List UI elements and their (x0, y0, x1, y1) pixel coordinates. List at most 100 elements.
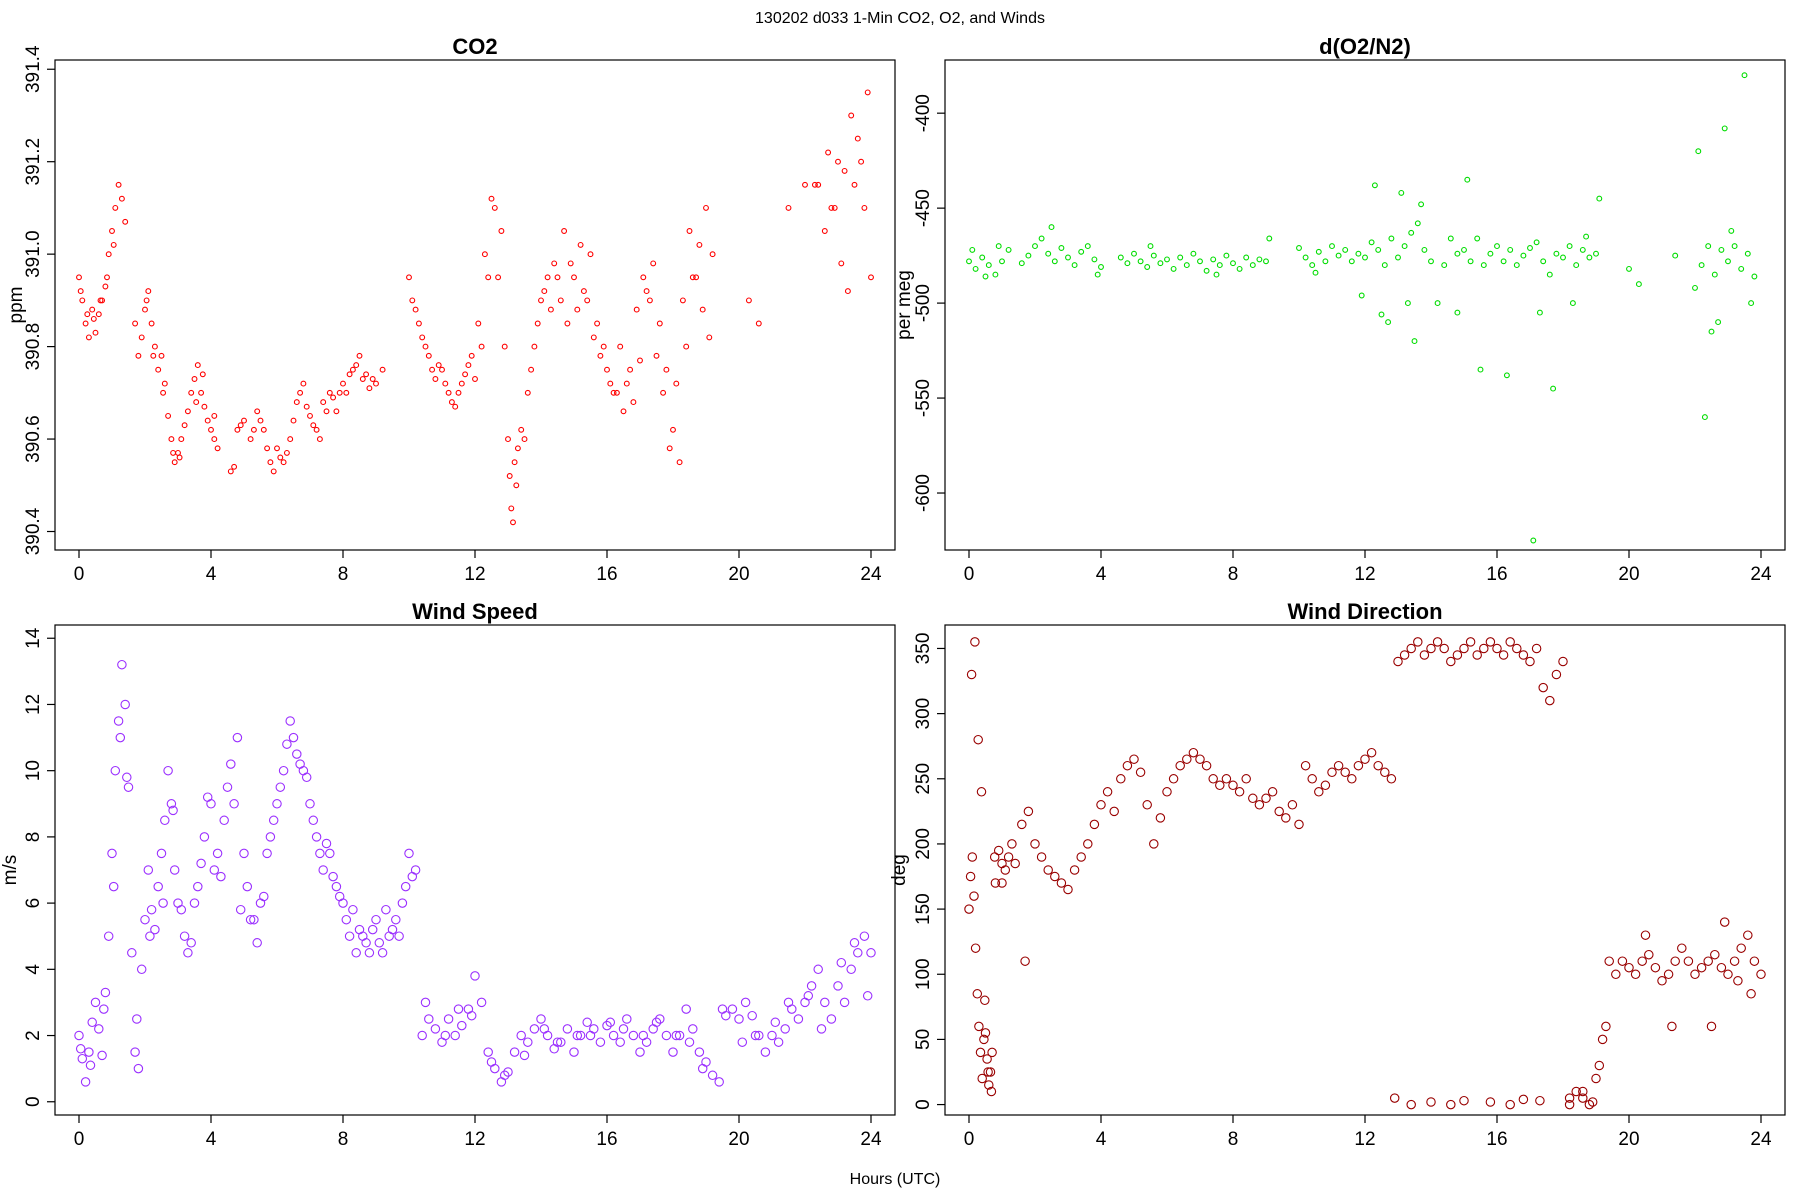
data-point (453, 1004, 464, 1014)
data-point (1164, 256, 1170, 263)
data-point (470, 971, 480, 981)
data-point (1472, 650, 1482, 660)
data-point (117, 659, 127, 670)
data-point (79, 297, 86, 304)
data-point (308, 815, 319, 826)
data-point (75, 1044, 86, 1054)
data-point (158, 352, 165, 359)
data-point (1467, 258, 1474, 265)
y-tick-label: -550 (913, 379, 934, 417)
data-point (1109, 806, 1119, 817)
data-point (1366, 747, 1377, 758)
data-point (336, 389, 343, 396)
data-point (627, 366, 634, 373)
data-point (972, 989, 983, 999)
data-point (1683, 956, 1694, 966)
data-point (1546, 271, 1553, 278)
data-point (638, 1030, 649, 1041)
data-point (331, 881, 342, 892)
data-point (113, 716, 124, 726)
data-point (1234, 787, 1245, 797)
data-point (980, 1028, 991, 1038)
data-point (1406, 1099, 1416, 1110)
data-point (432, 376, 439, 382)
y-tick-label: -400 (913, 94, 934, 132)
data-point (826, 1014, 837, 1024)
data-point (90, 315, 97, 322)
data-point (617, 343, 624, 350)
data-point (613, 389, 620, 396)
data-point (1302, 254, 1309, 261)
data-point (727, 1004, 738, 1014)
data-point (688, 1024, 698, 1034)
data-point (343, 389, 350, 396)
data-point (1538, 682, 1548, 693)
data-point (1395, 254, 1401, 261)
data-point (656, 320, 663, 327)
data-point (1751, 273, 1758, 280)
data-point (425, 352, 432, 359)
data-point (373, 380, 379, 387)
data-point (1355, 250, 1362, 257)
data-point (478, 343, 485, 350)
data-point (839, 997, 850, 1008)
data-point (84, 311, 91, 318)
data-point (973, 734, 983, 745)
data-point (1418, 201, 1425, 208)
data-point (1578, 1093, 1588, 1103)
data-point (1248, 793, 1258, 804)
data-point (1474, 235, 1481, 242)
data-point (1243, 254, 1250, 261)
data-point (1208, 774, 1218, 784)
data-point (1150, 252, 1157, 259)
data-point (198, 389, 205, 396)
data-point (146, 904, 157, 915)
data-point (1637, 956, 1647, 966)
data-point (699, 306, 706, 313)
data-point (1551, 669, 1562, 680)
data-point (608, 1030, 619, 1041)
data-point (544, 274, 551, 281)
data-point (1756, 969, 1766, 980)
data-point (92, 329, 99, 336)
data-point (1091, 256, 1098, 263)
data-point (995, 243, 1002, 250)
data-point (283, 449, 290, 456)
data-point (465, 362, 472, 369)
x-tick-label: 8 (1228, 564, 1239, 585)
y-tick-label: 50 (913, 1029, 934, 1050)
data-point (132, 1014, 142, 1024)
data-point (452, 403, 459, 410)
data-point (1056, 878, 1067, 888)
data-points (76, 89, 874, 526)
co2-panel: CO2 ppm 0 4 8 12 16 20 24 390.4 390.6 390.8 391.0 391… (6, 34, 896, 585)
data-point (1157, 260, 1164, 267)
data-point (536, 1014, 546, 1024)
x-tick-label: 12 (464, 564, 485, 585)
data-point (783, 997, 794, 1008)
data-points (966, 72, 1758, 544)
data-point (562, 1024, 573, 1034)
data-point (974, 1021, 984, 1032)
data-point (597, 352, 604, 359)
data-point (967, 852, 978, 862)
data-point (572, 1030, 583, 1041)
y-tick-label: 4 (23, 964, 44, 975)
data-point (1406, 643, 1416, 654)
data-point (254, 408, 261, 415)
data-point (1030, 839, 1040, 849)
figure-xlabel: Hours (UTC) (850, 1171, 941, 1188)
data-point (582, 1017, 592, 1028)
data-point (199, 371, 206, 378)
data-point (1036, 852, 1047, 862)
data-point (1342, 246, 1349, 253)
data-point (1670, 956, 1680, 966)
data-point (1162, 787, 1172, 797)
data-point (673, 380, 680, 387)
y-tick-label: 100 (913, 958, 934, 990)
data-point (1149, 839, 1159, 849)
data-point (1000, 865, 1011, 875)
data-point (1736, 943, 1746, 953)
data-point (204, 417, 211, 424)
